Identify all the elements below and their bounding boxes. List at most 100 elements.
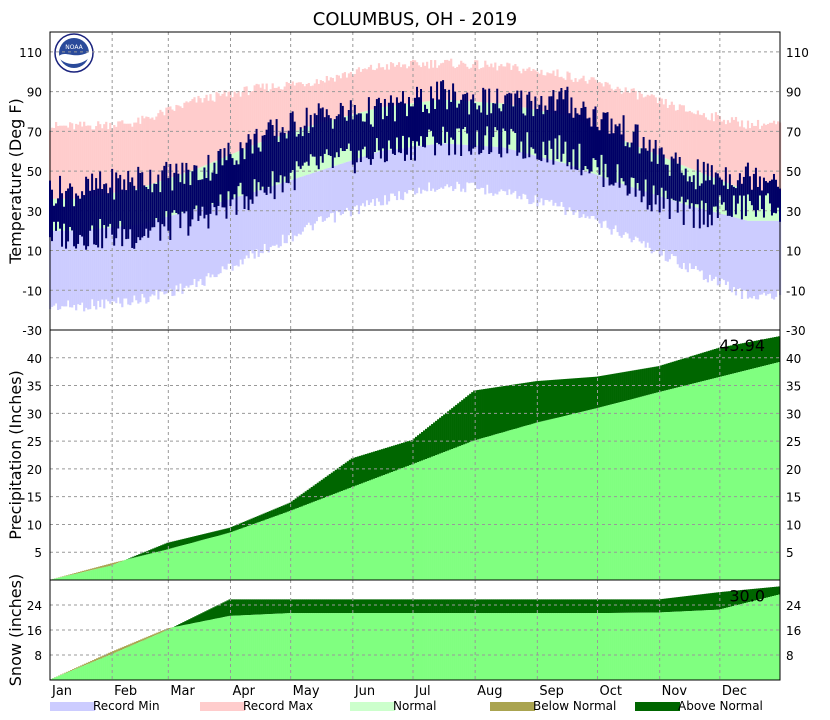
precip-ytick-left: 5	[34, 546, 42, 560]
record-min-bar	[660, 196, 663, 256]
snow-normal-area	[208, 619, 211, 680]
precip-ytick-right: 10	[786, 518, 801, 532]
precip-normal-area	[611, 404, 614, 580]
observed-temp-bar	[504, 95, 507, 131]
precip-above-normal	[477, 389, 480, 440]
snow-normal-area	[250, 614, 253, 680]
precip-normal-area	[529, 424, 532, 580]
record-min-bar	[293, 178, 296, 236]
record-min-bar	[63, 230, 66, 307]
record-max-bar	[550, 73, 553, 113]
record-max-bar	[187, 102, 190, 172]
precip-normal-area	[406, 465, 410, 580]
precip-normal-area	[374, 478, 378, 580]
snow-above-normal	[505, 599, 508, 614]
record-min-bar	[371, 153, 375, 200]
observed-temp-bar	[255, 128, 258, 197]
observed-temp-bar	[59, 175, 62, 229]
record-min-bar	[504, 147, 507, 192]
snow-above-normal	[238, 599, 241, 616]
record-min-bar	[560, 162, 563, 203]
observed-temp-bar	[391, 102, 394, 154]
precip-normal-area	[681, 386, 685, 580]
snow-above-normal	[288, 599, 291, 614]
record-min-bar	[145, 222, 148, 304]
observed-temp-bar	[95, 178, 98, 245]
record-min-bar	[175, 214, 178, 286]
observed-temp-bar	[416, 86, 419, 142]
record-min-bar	[538, 156, 541, 203]
precip-normal-area	[485, 437, 488, 580]
precip-above-normal	[342, 464, 346, 491]
snow-normal-area	[755, 600, 759, 680]
snow-above-normal	[260, 599, 263, 615]
snow-normal-area	[306, 613, 310, 680]
snow-above-normal	[459, 599, 462, 614]
record-min-bar	[91, 229, 94, 300]
precip-above-normal	[136, 554, 139, 557]
record-max-bar	[572, 82, 575, 120]
observed-temp-bar	[121, 189, 124, 247]
record-max-bar	[556, 69, 559, 115]
snow-above-normal	[374, 599, 378, 614]
record-min-bar	[185, 211, 188, 286]
snow-normal-area	[322, 613, 326, 680]
observed-temp-bar	[369, 124, 372, 165]
observed-temp-bar	[93, 189, 96, 245]
record-max-bar	[67, 127, 70, 199]
precip-above-normal	[368, 452, 372, 481]
month-label: Sep	[539, 684, 564, 699]
precip-normal-area	[537, 422, 540, 580]
record-min-bar	[139, 223, 142, 303]
record-max-bar	[726, 120, 730, 184]
observed-temp-bar	[532, 116, 535, 149]
observed-temp-bar	[373, 106, 376, 153]
snow-below-normal	[116, 649, 119, 652]
precip-normal-area	[338, 491, 342, 580]
precip-normal-area	[643, 395, 646, 580]
observed-temp-bar	[307, 132, 310, 166]
snow-above-normal	[280, 599, 283, 614]
snow-normal-area	[120, 650, 123, 680]
precip-above-normal	[743, 342, 747, 371]
record-min-bar	[598, 175, 601, 224]
record-min-bar	[327, 167, 330, 218]
precip-above-normal	[605, 374, 608, 406]
precip-above-normal	[489, 388, 492, 436]
precip-normal-area	[204, 539, 207, 580]
record-max-bar	[468, 68, 471, 102]
precip-normal-area	[673, 388, 677, 580]
record-min-bar	[666, 198, 669, 262]
snow-normal-area	[126, 647, 129, 680]
record-min-bar	[361, 156, 365, 204]
precip-above-normal	[425, 428, 428, 460]
record-max-bar	[365, 69, 369, 111]
precip-above-normal	[677, 360, 681, 388]
observed-temp-bar	[492, 103, 495, 138]
precip-above-normal	[364, 454, 368, 482]
observed-temp-bar	[500, 111, 503, 158]
snow-normal-area	[581, 613, 584, 680]
observed-temp-bar	[566, 86, 569, 167]
record-min-bar	[458, 144, 461, 185]
precip-normal-area	[623, 401, 626, 580]
record-max-bar	[293, 85, 296, 132]
snow-normal-area	[108, 655, 111, 680]
precip-normal-area	[651, 393, 654, 580]
observed-temp-bar	[762, 177, 765, 218]
record-min-bar	[273, 185, 276, 246]
precip-normal-area	[80, 572, 83, 580]
snow-above-normal	[388, 599, 392, 614]
snow-below-normal	[124, 646, 127, 649]
record-min-bar	[137, 224, 140, 304]
observed-temp-bar	[696, 159, 699, 205]
precip-normal-area	[747, 369, 751, 580]
precip-normal-area	[286, 511, 289, 580]
precip-above-normal	[128, 558, 131, 559]
record-min-bar	[506, 148, 509, 196]
precip-above-normal	[300, 494, 303, 507]
snow-normal-area	[272, 613, 275, 680]
record-min-bar	[395, 148, 399, 201]
observed-temp-bar	[51, 189, 54, 242]
record-max-bar	[93, 129, 96, 197]
